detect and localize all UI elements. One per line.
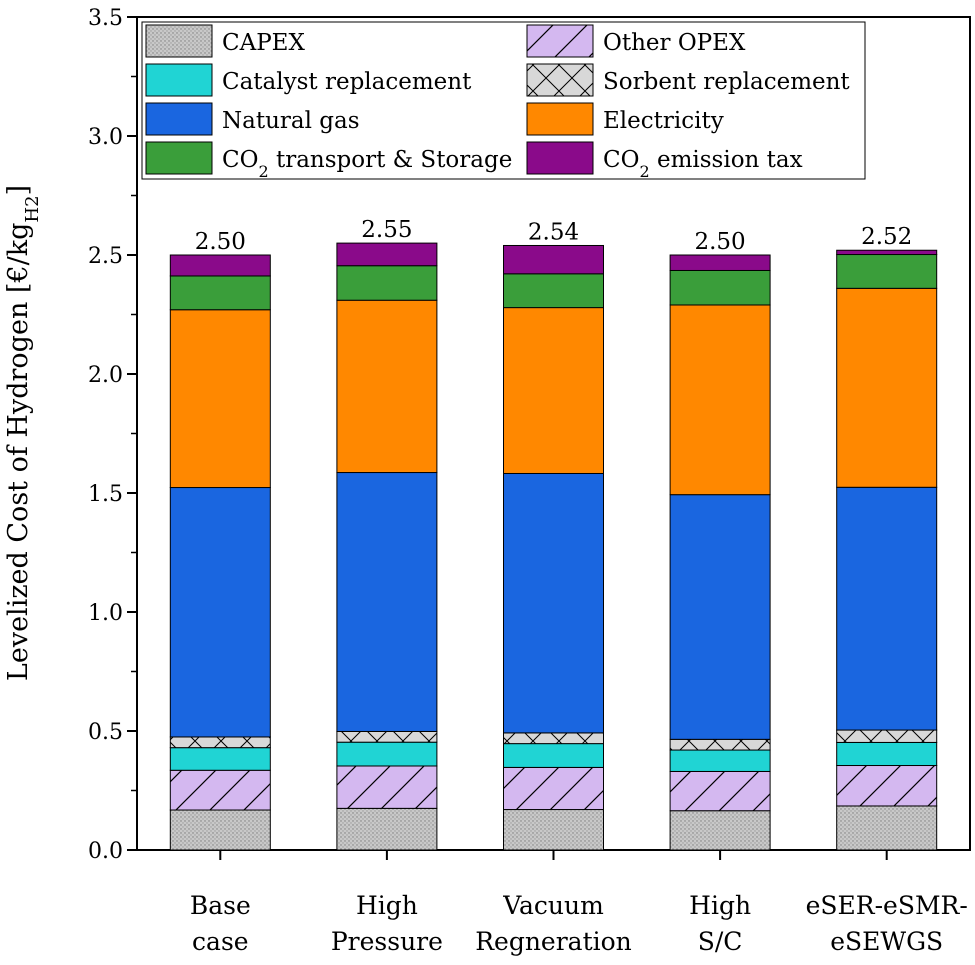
total-label: 2.55	[361, 217, 412, 243]
x-category-label: case	[192, 927, 249, 956]
legend-label-capex: CAPEX	[222, 30, 305, 56]
total-label: 2.50	[195, 229, 246, 255]
y-tick-label: 1.5	[88, 482, 123, 507]
x-axis: Base case High Pressure Vacuum Regneration Hig…	[190, 850, 968, 956]
x-category-label: eSER-eSMR-	[806, 891, 968, 920]
bar-segment-catalyst	[503, 743, 604, 768]
legend-label-sorbent: Sorbent replacement	[603, 69, 850, 95]
bar-segment-co2_tax	[669, 254, 771, 271]
bar-segment-capex	[503, 809, 604, 851]
legend-label-catalyst: Catalyst replacement	[222, 69, 472, 95]
legend-swatch-capex	[145, 24, 213, 58]
total-label: 2.52	[861, 224, 912, 250]
y-axis-title-end: ]	[3, 185, 34, 196]
bar-segment-other_opex	[169, 769, 271, 811]
bar-segment-sorbent	[503, 732, 604, 745]
legend-swatch-catalyst	[145, 63, 213, 97]
legend-label-other_opex: Other OPEX	[603, 30, 746, 56]
y-tick-label: 1.0	[88, 601, 123, 626]
bar-segment-electricity	[503, 307, 604, 474]
total-label: 2.54	[528, 219, 579, 245]
total-label: 2.50	[694, 229, 745, 255]
bar-segment-other_opex	[336, 765, 438, 809]
bar-segment-natural_gas	[503, 472, 604, 734]
bar-segment-catalyst	[669, 749, 771, 772]
bar-segment-catalyst	[336, 741, 438, 767]
bar-segment-natural_gas	[669, 494, 771, 740]
bar-segment-co2_transport	[669, 269, 771, 306]
legend-label-co2_tax: CO2 emission tax	[603, 147, 803, 181]
bar-segment-co2_tax	[336, 242, 438, 267]
y-tick-label: 2.5	[88, 244, 123, 269]
bar-segment-electricity	[169, 309, 271, 489]
x-category-label: Regneration	[475, 927, 632, 956]
bar-segment-capex	[336, 807, 438, 851]
legend-swatch-electricity	[526, 102, 594, 136]
total-labels: 2.50 2.55 2.54 2.50 2.52	[195, 217, 913, 255]
bar-segment-co2_tax	[836, 249, 938, 256]
x-category-label: Pressure	[331, 927, 443, 956]
legend-label-co2_transport: CO2 transport & Storage	[222, 147, 512, 181]
y-tick-label: 0.5	[88, 720, 123, 745]
legend-swatch-sorbent	[526, 63, 594, 97]
legend-label-electricity: Electricity	[603, 108, 724, 134]
bar-segment-electricity	[336, 299, 438, 474]
x-category-label: High	[356, 891, 418, 920]
legend-swatch-co2_tax	[526, 141, 594, 175]
bar-segment-catalyst	[169, 747, 271, 771]
bar-segment-other_opex	[503, 766, 604, 811]
bar-segment-catalyst	[836, 741, 938, 767]
bar-segment-co2_tax	[503, 244, 604, 275]
legend: CAPEX Other OPEX Catalyst replacement Sorbe…	[141, 21, 866, 181]
bar-segment-co2_transport	[503, 273, 604, 309]
bar-segment-other_opex	[669, 770, 771, 812]
legend-swatch-co2_transport	[145, 141, 213, 175]
bar-segment-electricity	[669, 304, 771, 496]
bar-segment-capex	[169, 809, 271, 851]
bar-segment-co2_tax	[169, 254, 271, 277]
x-category-label: High	[689, 891, 751, 920]
bar-segment-other_opex	[836, 765, 938, 807]
x-category-label: eSEWGS	[830, 927, 943, 956]
bar-segment-co2_transport	[836, 254, 938, 289]
bar-segment-capex	[669, 810, 771, 851]
bar-segment-capex	[836, 805, 938, 851]
x-category-label: Vacuum	[502, 891, 604, 920]
legend-swatch-natural_gas	[145, 102, 213, 136]
bar-segment-sorbent	[836, 729, 938, 743]
bar-segment-natural_gas	[336, 472, 438, 732]
y-tick-label: 2.0	[88, 363, 123, 388]
x-category-label: S/C	[698, 927, 743, 956]
y-tick-label: 0.0	[88, 839, 123, 864]
y-axis-title-sub: H2	[22, 195, 43, 222]
bar-segment-electricity	[836, 287, 938, 488]
bars	[169, 242, 938, 851]
bar-segment-natural_gas	[836, 486, 938, 731]
legend-swatch-other_opex	[526, 24, 594, 58]
y-tick-label: 3.5	[88, 6, 123, 31]
bar-segment-sorbent	[336, 730, 438, 743]
bar-segment-sorbent	[669, 738, 771, 751]
y-axis-title-main: Levelized Cost of Hydrogen [€/kg	[3, 223, 34, 681]
bar-segment-natural_gas	[169, 487, 271, 738]
legend-label-natural_gas: Natural gas	[222, 108, 360, 134]
bar-segment-co2_transport	[169, 275, 271, 311]
y-tick-label: 3.0	[88, 125, 123, 150]
x-category-label: Base	[190, 891, 251, 920]
y-axis-title: Levelized Cost of Hydrogen [€/kgH2]	[3, 185, 43, 681]
legend-box	[141, 21, 866, 180]
y-axis: 0.0 0.5 1.0 1.5 2.0 2.5 3.0 3.5	[88, 6, 137, 864]
bar-segment-sorbent	[169, 736, 271, 749]
bar-segment-co2_transport	[336, 265, 438, 301]
